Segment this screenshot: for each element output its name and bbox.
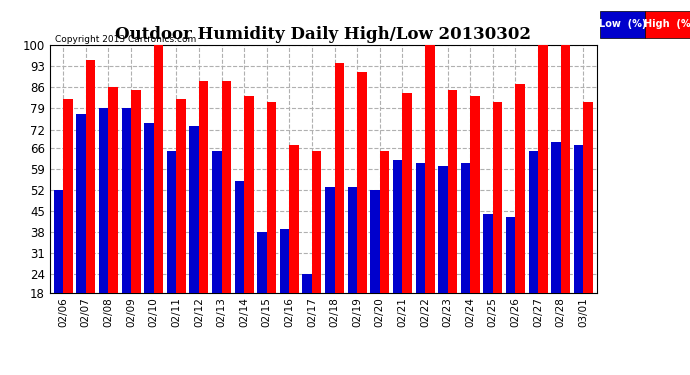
Bar — [470, 96, 480, 292]
Text: Low  (%): Low (%) — [599, 20, 647, 29]
Bar — [212, 151, 221, 292]
Bar — [484, 214, 493, 292]
Bar — [63, 99, 72, 292]
Bar — [438, 166, 448, 292]
Bar — [371, 190, 380, 292]
Bar — [99, 108, 108, 292]
Text: Copyright 2013 Cartronics.com: Copyright 2013 Cartronics.com — [55, 35, 197, 44]
Bar — [415, 163, 425, 292]
Bar — [257, 232, 267, 292]
Bar — [54, 190, 63, 292]
Bar — [77, 114, 86, 292]
Bar — [493, 102, 502, 292]
Bar — [574, 145, 583, 292]
Bar — [551, 142, 561, 292]
Bar — [529, 151, 538, 292]
Bar — [325, 187, 335, 292]
Bar — [506, 217, 515, 292]
Bar — [86, 60, 95, 292]
Bar — [425, 45, 435, 292]
Bar — [583, 102, 593, 292]
Bar — [108, 87, 118, 292]
Bar — [131, 90, 141, 292]
Bar — [461, 163, 470, 292]
Bar — [357, 72, 366, 292]
Bar — [280, 229, 289, 292]
Bar — [144, 123, 154, 292]
Bar — [221, 81, 231, 292]
Bar — [380, 151, 389, 292]
Bar — [561, 45, 570, 292]
Bar — [244, 96, 254, 292]
Text: High  (%): High (%) — [644, 20, 690, 29]
Title: Outdoor Humidity Daily High/Low 20130302: Outdoor Humidity Daily High/Low 20130302 — [115, 27, 531, 44]
Bar — [121, 108, 131, 292]
Bar — [235, 181, 244, 292]
Bar — [167, 151, 177, 292]
Bar — [538, 45, 548, 292]
Bar — [402, 93, 412, 292]
Bar — [199, 81, 208, 292]
Bar — [289, 145, 299, 292]
Bar — [335, 63, 344, 292]
Bar — [348, 187, 357, 292]
Bar — [177, 99, 186, 292]
Bar — [312, 151, 322, 292]
Bar — [190, 126, 199, 292]
Bar — [515, 84, 525, 292]
Bar — [302, 274, 312, 292]
Bar — [154, 45, 163, 292]
Bar — [448, 90, 457, 292]
Bar — [267, 102, 276, 292]
Bar — [393, 160, 402, 292]
